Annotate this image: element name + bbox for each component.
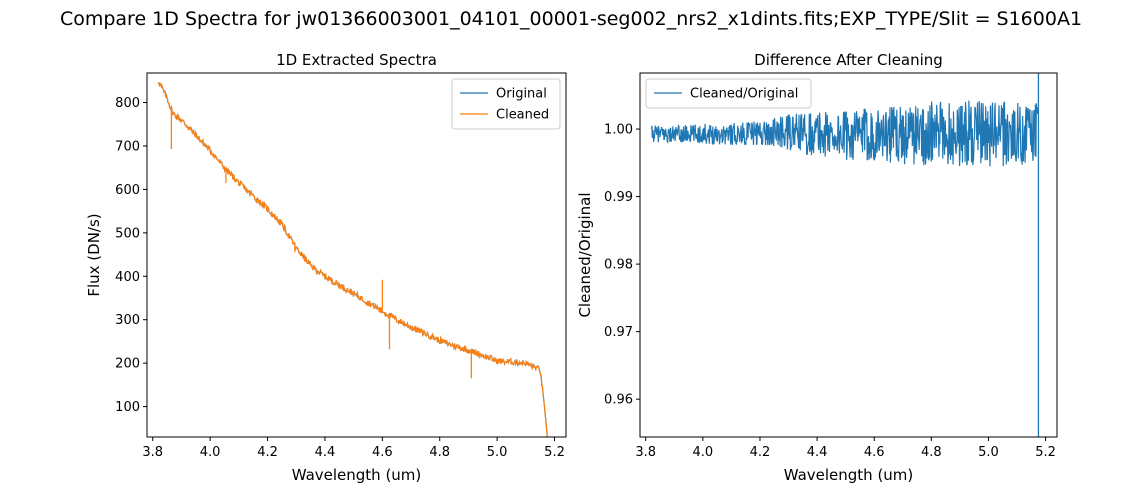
x-axis-ticks: 3.8 4.0 4.2 4.4 4.6 4.8 5.0 5.2 [635, 437, 1056, 460]
y-tick-label: 0.97 [604, 325, 633, 340]
legend-label-cleaned-original: Cleaned/Original [690, 87, 798, 102]
legend: Cleaned/Original [645, 78, 812, 109]
y-tick-label: 100 [115, 400, 140, 415]
panel-difference-after-cleaning: Difference After Cleaning 3.8 4.0 4.2 4.4 4.… [576, 51, 1058, 484]
x-tick-label: 3.8 [142, 445, 163, 460]
y-tick-label: 500 [115, 226, 140, 241]
x-tick-label: 5.0 [978, 445, 999, 460]
panel-extracted-spectra: 1D Extracted Spectra 3.8 4.0 4.2 4.4 4.6 4.8 5… [85, 51, 567, 484]
legend-label-original: Original [496, 87, 547, 102]
x-tick-label: 5.0 [487, 445, 508, 460]
x-tick-label: 4.0 [692, 445, 713, 460]
x-tick-label: 5.2 [1035, 445, 1056, 460]
x-tick-label: 4.2 [750, 445, 771, 460]
y-axis-ticks: 0.96 0.97 0.98 0.99 1.00 [604, 123, 640, 408]
series-line-original [157, 82, 548, 437]
x-tick-label: 4.8 [921, 445, 942, 460]
x-tick-label: 4.2 [257, 445, 278, 460]
x-axis-label: Wavelength (um) [784, 466, 914, 484]
panel-title: 1D Extracted Spectra [276, 51, 437, 69]
y-tick-label: 800 [115, 96, 140, 111]
x-axis-ticks: 3.8 4.0 4.2 4.4 4.6 4.8 5.0 5.2 [142, 437, 565, 460]
y-tick-label: 0.98 [604, 258, 633, 273]
x-axis-label: Wavelength (um) [292, 466, 422, 484]
legend: Original Cleaned [451, 78, 561, 130]
y-tick-label: 0.99 [604, 190, 633, 205]
panel-title: Difference After Cleaning [754, 51, 943, 69]
x-tick-label: 4.4 [315, 445, 336, 460]
y-axis-label: Flux (DN/s) [85, 213, 103, 296]
axes-frame [639, 72, 1058, 438]
figure-title: Compare 1D Spectra for jw01366003001_041… [59, 8, 1083, 30]
series-line-cleaned-original [650, 100, 1039, 167]
x-tick-label: 4.0 [200, 445, 221, 460]
x-tick-label: 4.4 [807, 445, 828, 460]
plot-area [157, 82, 548, 437]
y-axis-ticks: 100 200 300 400 500 600 700 800 [115, 96, 147, 415]
y-tick-label: 1.00 [604, 123, 633, 138]
legend-label-cleaned: Cleaned [496, 108, 549, 123]
y-tick-label: 200 [115, 357, 140, 372]
y-tick-label: 0.96 [604, 393, 633, 408]
x-tick-label: 5.2 [544, 445, 565, 460]
y-tick-label: 700 [115, 139, 140, 154]
y-tick-label: 600 [115, 183, 140, 198]
x-tick-label: 3.8 [635, 445, 656, 460]
legend-box [451, 78, 561, 130]
axes-frame [146, 72, 567, 438]
y-axis-label: Cleaned/Original [576, 192, 594, 317]
plot-area [650, 73, 1040, 437]
x-tick-label: 4.6 [864, 445, 885, 460]
x-tick-label: 4.8 [429, 445, 450, 460]
y-tick-label: 300 [115, 313, 140, 328]
y-tick-label: 400 [115, 270, 140, 285]
x-tick-label: 4.6 [372, 445, 393, 460]
legend-box [645, 78, 812, 109]
series-line-cleaned [157, 82, 548, 437]
